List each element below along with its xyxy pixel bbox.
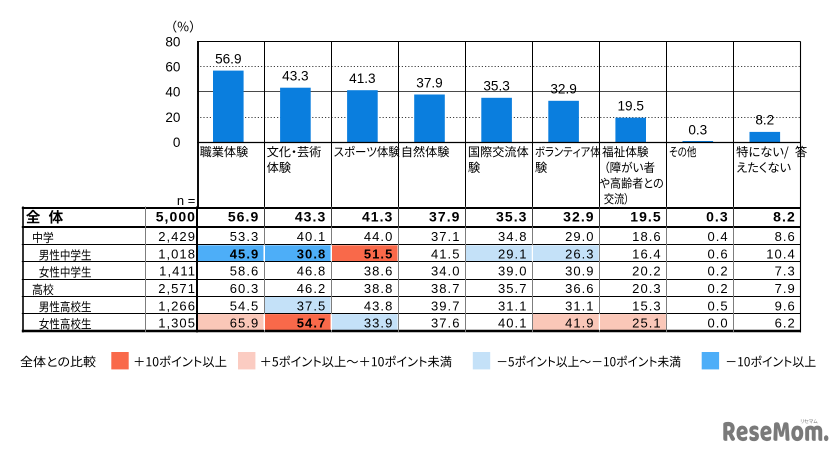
svg-text:31.1: 31.1 (565, 298, 595, 313)
svg-text:60: 60 (165, 60, 180, 75)
svg-text:20.3: 20.3 (632, 281, 662, 296)
svg-text:0.2: 0.2 (707, 281, 728, 296)
svg-text:0.6: 0.6 (707, 247, 728, 262)
svg-text:35.3: 35.3 (483, 79, 509, 94)
svg-text:45.9: 45.9 (230, 247, 260, 262)
svg-text:37.9: 37.9 (416, 75, 442, 90)
svg-text:15.3: 15.3 (632, 298, 662, 313)
svg-text:43.3: 43.3 (282, 69, 308, 84)
svg-text:34.0: 34.0 (431, 264, 461, 279)
svg-text:32.9: 32.9 (550, 82, 576, 97)
svg-text:0.2: 0.2 (707, 264, 728, 279)
svg-text:10.4: 10.4 (766, 247, 796, 262)
svg-text:35.3: 35.3 (496, 209, 527, 225)
svg-text:39.7: 39.7 (431, 298, 461, 313)
svg-text:0.5: 0.5 (707, 298, 728, 313)
svg-text:30.9: 30.9 (565, 264, 595, 279)
svg-text:37.9: 37.9 (429, 209, 460, 225)
svg-text:7.3: 7.3 (775, 264, 796, 279)
svg-text:29.1: 29.1 (498, 247, 528, 262)
svg-text:2,429: 2,429 (158, 229, 196, 244)
svg-text:29.0: 29.0 (565, 229, 595, 244)
svg-text:1,266: 1,266 (158, 298, 196, 313)
svg-text:40.1: 40.1 (498, 315, 528, 330)
svg-text:6.2: 6.2 (775, 315, 796, 330)
svg-text:34.8: 34.8 (498, 229, 528, 244)
svg-text:36.6: 36.6 (565, 281, 595, 296)
svg-text:43.3: 43.3 (295, 209, 326, 225)
svg-text:54.7: 54.7 (297, 315, 327, 330)
svg-text:38.6: 38.6 (364, 264, 394, 279)
svg-text:25.1: 25.1 (632, 315, 662, 330)
svg-text:38.8: 38.8 (364, 281, 394, 296)
svg-text:37.6: 37.6 (431, 315, 461, 330)
svg-text:56.9: 56.9 (215, 51, 241, 66)
svg-text:8.6: 8.6 (775, 229, 796, 244)
svg-text:26.3: 26.3 (565, 247, 595, 262)
svg-text:58.6: 58.6 (230, 264, 260, 279)
svg-text:0: 0 (173, 135, 181, 150)
svg-text:7.9: 7.9 (775, 281, 796, 296)
svg-text:5,000: 5,000 (156, 209, 196, 225)
svg-text:65.9: 65.9 (230, 315, 260, 330)
svg-text:46.2: 46.2 (297, 281, 327, 296)
svg-text:39.0: 39.0 (498, 264, 528, 279)
svg-text:2,571: 2,571 (158, 281, 196, 296)
svg-text:0.3: 0.3 (688, 123, 707, 138)
svg-text:19.5: 19.5 (630, 209, 661, 225)
svg-text:8.2: 8.2 (755, 113, 774, 128)
svg-text:56.9: 56.9 (228, 209, 259, 225)
svg-text:35.7: 35.7 (498, 281, 528, 296)
svg-text:44.0: 44.0 (364, 229, 394, 244)
svg-text:1,305: 1,305 (158, 315, 196, 330)
svg-text:37.5: 37.5 (297, 298, 327, 313)
svg-text:51.5: 51.5 (364, 247, 394, 262)
svg-text:38.7: 38.7 (431, 281, 461, 296)
svg-text:31.1: 31.1 (498, 298, 528, 313)
svg-text:n =: n = (177, 193, 195, 208)
svg-text:0.3: 0.3 (706, 209, 729, 225)
svg-text:1,411: 1,411 (159, 264, 196, 279)
svg-text:37.1: 37.1 (431, 229, 461, 244)
svg-text:16.4: 16.4 (632, 247, 662, 262)
svg-text:60.3: 60.3 (230, 281, 260, 296)
svg-text:40: 40 (165, 85, 180, 100)
svg-text:30.8: 30.8 (297, 247, 327, 262)
svg-text:20: 20 (165, 110, 180, 125)
svg-text:43.8: 43.8 (364, 298, 394, 313)
svg-text:80: 80 (165, 34, 180, 49)
svg-text:18.6: 18.6 (632, 229, 662, 244)
svg-text:41.3: 41.3 (362, 209, 393, 225)
svg-text:54.5: 54.5 (230, 298, 260, 313)
svg-text:1,018: 1,018 (158, 247, 196, 262)
svg-text:46.8: 46.8 (297, 264, 327, 279)
svg-text:8.2: 8.2 (773, 209, 796, 225)
svg-text:41.9: 41.9 (565, 315, 595, 330)
svg-text:41.5: 41.5 (431, 247, 461, 262)
svg-text:9.6: 9.6 (775, 298, 796, 313)
svg-text:32.9: 32.9 (563, 209, 594, 225)
svg-text:19.5: 19.5 (617, 99, 643, 114)
svg-text:0.0: 0.0 (707, 315, 728, 330)
svg-text:40.1: 40.1 (297, 229, 327, 244)
svg-text:0.4: 0.4 (707, 229, 728, 244)
svg-text:53.3: 53.3 (230, 229, 260, 244)
svg-text:41.3: 41.3 (349, 71, 375, 86)
svg-text:20.2: 20.2 (632, 264, 662, 279)
svg-text:33.9: 33.9 (364, 315, 394, 330)
